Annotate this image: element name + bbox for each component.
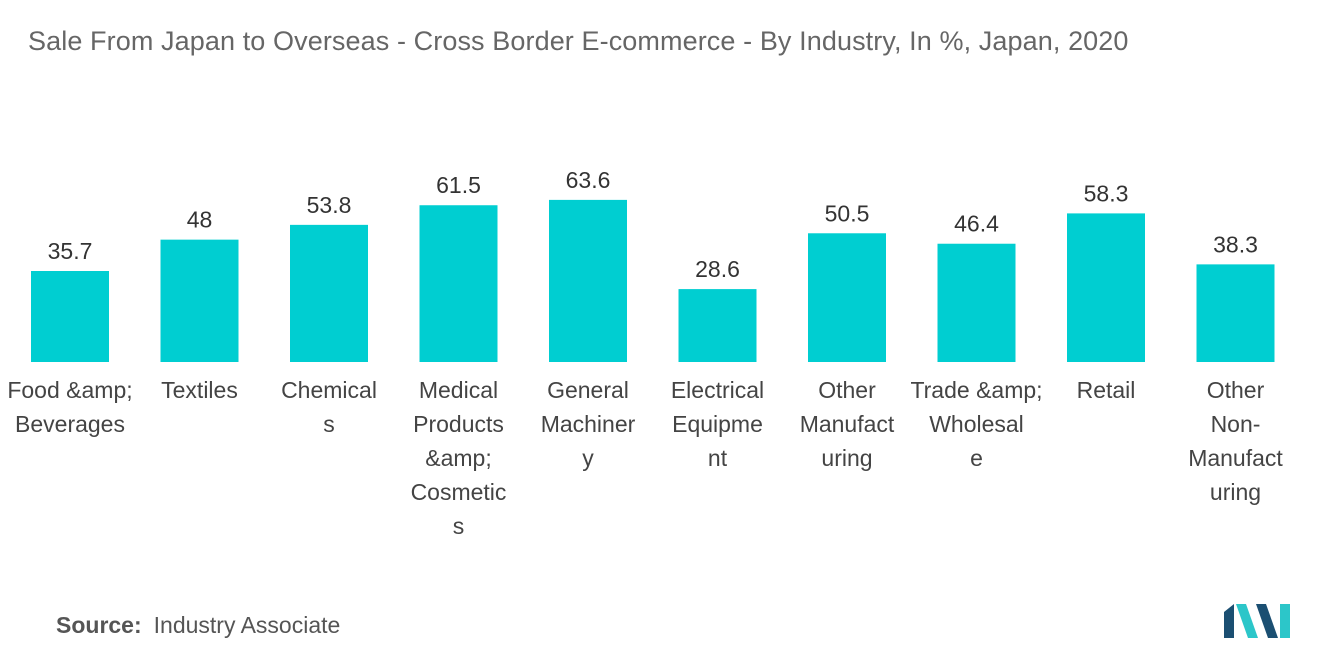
source-value: Industry Associate bbox=[153, 612, 341, 638]
bar bbox=[549, 199, 627, 362]
bar bbox=[1067, 213, 1145, 362]
bar bbox=[808, 233, 886, 362]
bar bbox=[937, 243, 1016, 362]
bar-value-label: 58.3 bbox=[1084, 180, 1129, 206]
bar-value-label: 35.7 bbox=[48, 238, 93, 264]
bar-value-label: 53.8 bbox=[307, 192, 352, 218]
category-label: Medical Products &amp; Cosmetic s bbox=[411, 377, 507, 539]
bar-value-label: 61.5 bbox=[436, 172, 481, 198]
bar-value-label: 38.3 bbox=[1213, 231, 1258, 257]
bar bbox=[160, 239, 239, 362]
source-label: Source: bbox=[56, 612, 142, 638]
bar-value-label: 46.4 bbox=[954, 211, 999, 237]
chart-title: Sale From Japan to Overseas - Cross Bord… bbox=[28, 26, 1129, 56]
bar-value-label: 28.6 bbox=[695, 256, 740, 282]
bar bbox=[419, 205, 498, 362]
category-label: Other Non-Manufact uring bbox=[1188, 377, 1283, 505]
brand-logo-icon bbox=[1224, 604, 1290, 638]
source-note: Source: Industry Associate bbox=[56, 612, 340, 639]
category-label: Textiles bbox=[161, 377, 238, 403]
category-label: General Machiner y bbox=[541, 377, 636, 471]
category-label: Electrical Equipme nt bbox=[671, 377, 764, 471]
bar-value-label: 63.6 bbox=[566, 167, 611, 193]
bar bbox=[290, 224, 368, 362]
category-label: Food &amp; Beverages bbox=[7, 377, 132, 437]
bar-value-label: 48 bbox=[187, 207, 213, 233]
bar bbox=[31, 271, 109, 362]
bar-value-label: 50.5 bbox=[825, 200, 870, 226]
category-label: Retail bbox=[1077, 377, 1136, 403]
category-label: Other Manufact uring bbox=[800, 377, 895, 471]
bar bbox=[678, 289, 757, 362]
bar bbox=[1196, 264, 1275, 362]
category-label: Trade &amp; Wholesal e bbox=[910, 377, 1042, 471]
category-label: Chemical s bbox=[281, 377, 377, 437]
